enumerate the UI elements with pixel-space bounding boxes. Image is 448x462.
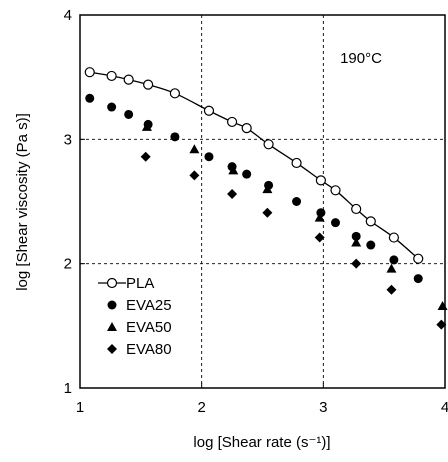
eva80-point bbox=[351, 259, 361, 269]
eva25-point bbox=[242, 170, 251, 179]
legend-eva50-marker bbox=[107, 322, 117, 331]
pla-point bbox=[170, 89, 179, 98]
eva80-point bbox=[386, 285, 396, 295]
y-axis-label: log [Shear viscosity (Pa s)] bbox=[14, 113, 31, 291]
pla-point bbox=[228, 117, 237, 126]
legend-eva80-marker bbox=[107, 344, 117, 354]
eva80-point bbox=[227, 189, 237, 199]
pla-point bbox=[107, 71, 116, 80]
x-tick-label: 2 bbox=[197, 399, 205, 416]
x-axis-label: log [Shear rate (s⁻¹)] bbox=[193, 434, 330, 451]
pla-point bbox=[352, 204, 361, 213]
legend-eva80-label: EVA80 bbox=[126, 341, 172, 358]
eva25-point bbox=[107, 103, 116, 112]
pla-point bbox=[292, 158, 301, 167]
eva25-point bbox=[85, 94, 94, 103]
y-tick-label: 4 bbox=[64, 7, 72, 24]
pla-fit-line bbox=[90, 72, 419, 259]
x-tick-label: 3 bbox=[319, 399, 327, 416]
pla-point bbox=[331, 186, 340, 195]
legend: PLA EVA25 EVA50 EVA80 bbox=[98, 275, 172, 358]
legend-pla-marker bbox=[108, 279, 117, 288]
pla-point bbox=[85, 68, 94, 77]
temperature-annotation: 190°C bbox=[340, 50, 382, 67]
eva50-point bbox=[189, 144, 199, 153]
pla-point bbox=[414, 254, 423, 263]
pla-point bbox=[204, 106, 213, 115]
y-tick-label: 2 bbox=[64, 256, 72, 273]
eva25-point bbox=[389, 255, 398, 264]
x-tick-labels: 1 2 3 4 bbox=[76, 399, 448, 416]
pla-point bbox=[264, 140, 273, 149]
eva25-point bbox=[170, 132, 179, 141]
eva80-point bbox=[141, 152, 151, 162]
eva80-point bbox=[189, 170, 199, 180]
eva25-point bbox=[366, 241, 375, 250]
eva50-point bbox=[438, 301, 448, 310]
pla-point bbox=[316, 176, 325, 185]
eva25-point bbox=[204, 152, 213, 161]
x-tick-label: 1 bbox=[76, 399, 84, 416]
eva25-point bbox=[124, 110, 133, 119]
pla-point bbox=[124, 75, 133, 84]
eva50-point bbox=[386, 264, 396, 273]
y-tick-labels: 1 2 3 4 bbox=[64, 7, 72, 397]
eva25-point bbox=[331, 218, 340, 227]
legend-eva25-marker bbox=[108, 301, 117, 310]
y-tick-label: 3 bbox=[64, 131, 72, 148]
eva80-point bbox=[315, 233, 325, 243]
legend-pla-label: PLA bbox=[126, 275, 154, 292]
eva80-point bbox=[262, 208, 272, 218]
pla-point bbox=[366, 217, 375, 226]
pla-point bbox=[144, 80, 153, 89]
legend-eva50-label: EVA50 bbox=[126, 319, 172, 336]
eva25-point bbox=[414, 274, 423, 283]
x-tick-label: 4 bbox=[441, 399, 448, 416]
pla-point bbox=[242, 124, 251, 133]
legend-eva25-label: EVA25 bbox=[126, 297, 172, 314]
pla-point bbox=[389, 233, 398, 242]
eva25-point bbox=[292, 197, 301, 206]
y-tick-label: 1 bbox=[64, 380, 72, 397]
